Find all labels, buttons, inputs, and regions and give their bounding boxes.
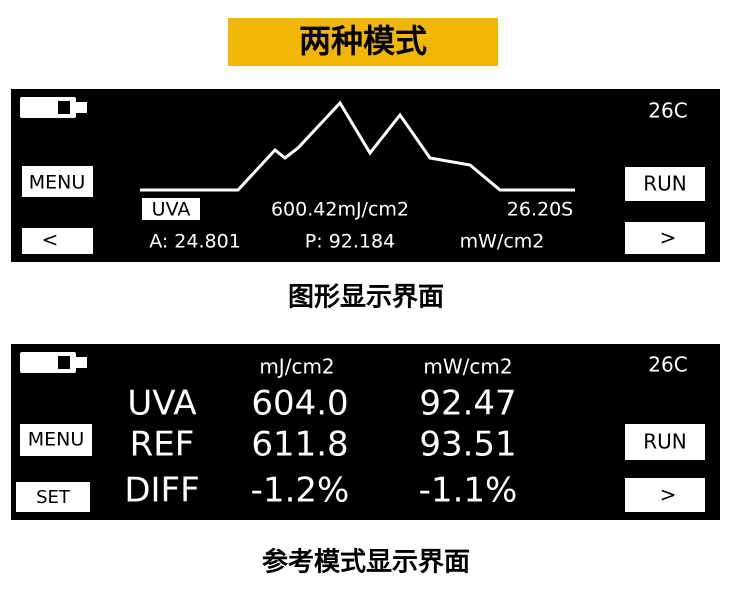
graph-screen (11, 89, 720, 262)
run-label: RUN (643, 430, 687, 454)
menu-label: MENU (29, 172, 86, 194)
battery-icon (20, 352, 87, 373)
waveform (140, 100, 575, 192)
caption: 参考模式显示界面 (262, 547, 470, 578)
reading-table: UVA 604.0 92.47 REF 611.8 93.51 DIFF -1.2% -1.1% (124, 384, 517, 511)
reference-screen (11, 344, 720, 520)
row-label: REF (130, 425, 195, 465)
next-button[interactable] (625, 222, 705, 254)
set-label: SET (36, 487, 71, 508)
back-label: < (42, 228, 59, 252)
temperature: 26C (648, 353, 687, 377)
mode: UVA (152, 199, 191, 221)
run-button[interactable] (625, 167, 705, 201)
menu-label: MENU (28, 429, 85, 451)
row-label: UVA (127, 384, 196, 424)
caption: 图形显示界面 (288, 283, 444, 313)
average: A: 24.801 (149, 231, 241, 253)
set-button[interactable] (16, 482, 90, 512)
back-button[interactable] (22, 228, 93, 254)
row-label: DIFF (124, 471, 199, 511)
header-box (228, 18, 498, 66)
run-label: RUN (643, 172, 687, 196)
mode-box (142, 198, 200, 220)
header-title: 两种模式 (299, 22, 427, 60)
reading: -1.1% (419, 471, 518, 511)
reading: -1.2% (251, 471, 350, 511)
column-header: mW/cm2 (423, 355, 512, 379)
next-label: > (660, 483, 677, 507)
reading: 93.51 (419, 425, 516, 465)
next-button[interactable] (625, 478, 705, 512)
unit: mW/cm2 (460, 231, 545, 253)
run-button[interactable] (625, 424, 705, 460)
menu-button[interactable] (20, 424, 92, 456)
reading: 92.47 (419, 384, 516, 424)
reading: 604.0 (251, 384, 348, 424)
column-header: mJ/cm2 (259, 355, 334, 379)
dose: 600.42mJ/cm2 (271, 199, 409, 221)
menu-button[interactable] (22, 166, 93, 197)
time: 26.20S (507, 199, 573, 221)
battery-icon (20, 97, 87, 118)
reading: 611.8 (251, 425, 348, 465)
next-label: > (660, 226, 677, 250)
temperature: 26C (648, 99, 687, 123)
peak: P: 92.184 (305, 231, 395, 253)
